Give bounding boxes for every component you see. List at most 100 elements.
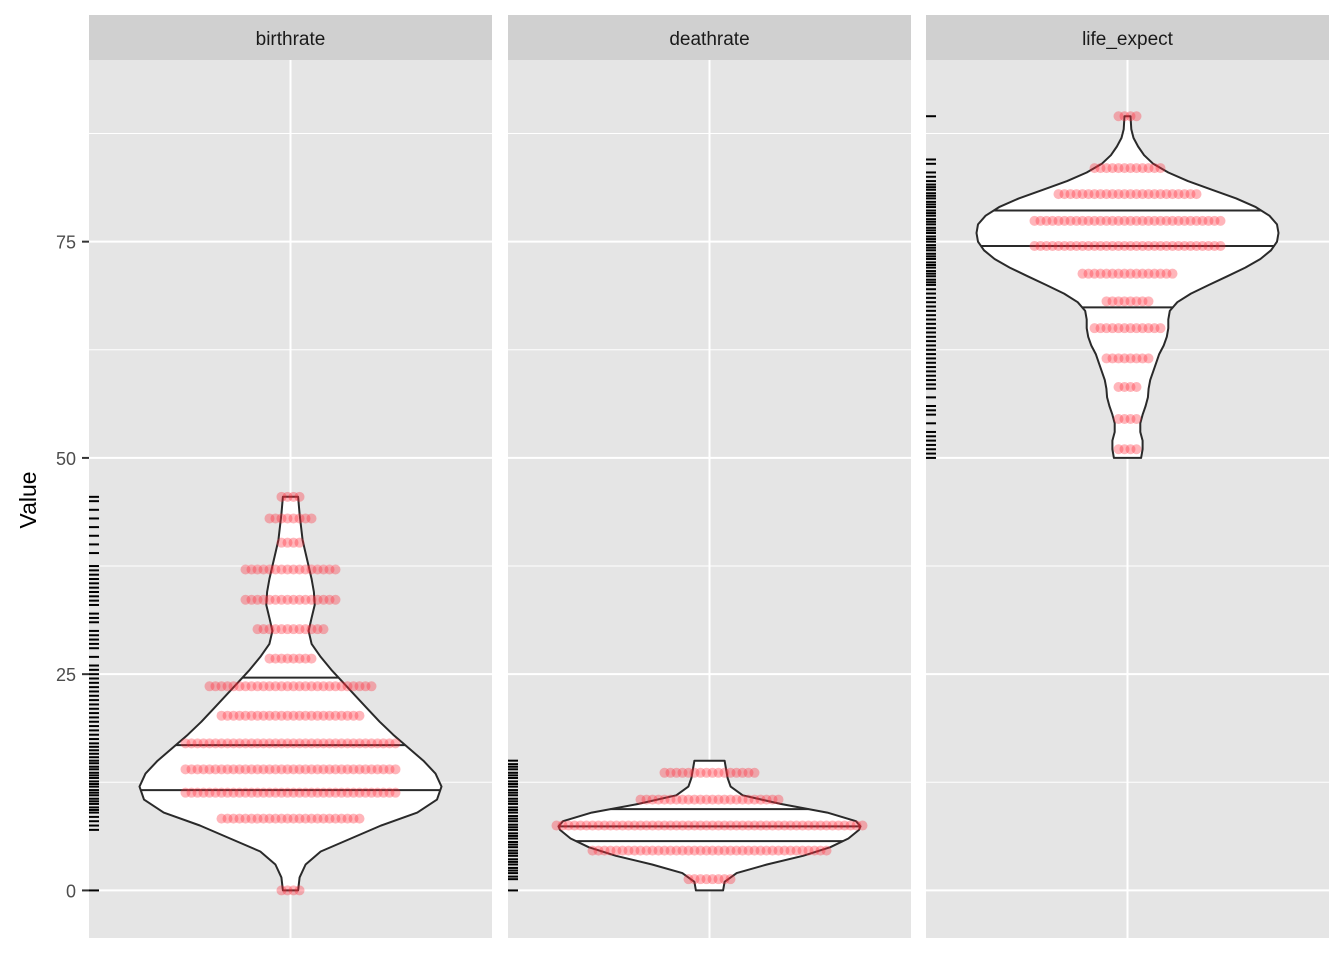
data-point xyxy=(1041,240,1052,251)
data-point xyxy=(1149,163,1160,174)
data-point xyxy=(354,738,365,749)
data-point xyxy=(1107,163,1118,174)
data-point xyxy=(1167,215,1178,226)
data-point xyxy=(1131,111,1142,122)
data-point xyxy=(1113,296,1124,307)
data-point xyxy=(288,513,299,524)
data-point xyxy=(312,813,323,824)
data-point xyxy=(569,820,580,831)
data-point xyxy=(258,738,269,749)
y-axis: 0 25 50 75 xyxy=(56,233,89,901)
data-point xyxy=(665,820,676,831)
data-point xyxy=(390,764,401,775)
data-point xyxy=(629,845,640,856)
data-point xyxy=(300,787,311,798)
data-point xyxy=(288,710,299,721)
data-point xyxy=(725,820,736,831)
data-point xyxy=(300,653,311,664)
data-point xyxy=(378,738,389,749)
data-point xyxy=(234,764,245,775)
data-point xyxy=(701,874,712,885)
data-point xyxy=(222,738,233,749)
data-point xyxy=(755,794,766,805)
data-point xyxy=(1095,163,1106,174)
data-point xyxy=(192,738,203,749)
data-point xyxy=(1101,296,1112,307)
data-point xyxy=(324,787,335,798)
data-point xyxy=(689,767,700,778)
data-point xyxy=(671,845,682,856)
data-point xyxy=(348,710,359,721)
data-point xyxy=(677,794,688,805)
data-point xyxy=(725,874,736,885)
data-point xyxy=(282,813,293,824)
data-point xyxy=(336,710,347,721)
data-point xyxy=(1215,215,1226,226)
data-point xyxy=(707,767,718,778)
data-point xyxy=(300,710,311,721)
data-point xyxy=(324,710,335,721)
data-point xyxy=(354,813,365,824)
data-point xyxy=(731,767,742,778)
data-point xyxy=(270,653,281,664)
data-point xyxy=(282,787,293,798)
data-point xyxy=(1161,240,1172,251)
data-point xyxy=(1089,163,1100,174)
data-point xyxy=(1125,323,1136,334)
data-point xyxy=(719,874,730,885)
data-point xyxy=(222,787,233,798)
data-point xyxy=(234,681,245,692)
data-point xyxy=(809,820,820,831)
data-point xyxy=(1047,215,1058,226)
data-point xyxy=(276,813,287,824)
data-point xyxy=(228,710,239,721)
data-point xyxy=(222,681,233,692)
data-point xyxy=(743,794,754,805)
data-point xyxy=(288,624,299,635)
data-point xyxy=(252,624,263,635)
data-point xyxy=(330,813,341,824)
data-point xyxy=(641,794,652,805)
data-point xyxy=(1179,215,1190,226)
data-point xyxy=(1137,296,1148,307)
facet-panel-life_expect: life_expect xyxy=(926,15,1329,938)
data-point xyxy=(366,738,377,749)
data-point xyxy=(276,513,287,524)
data-point xyxy=(240,594,251,605)
data-point xyxy=(1143,353,1154,364)
data-point xyxy=(342,710,353,721)
data-point xyxy=(785,845,796,856)
data-point xyxy=(288,594,299,605)
data-point xyxy=(1143,215,1154,226)
data-point xyxy=(851,820,862,831)
data-point xyxy=(258,710,269,721)
data-point xyxy=(1059,240,1070,251)
data-point xyxy=(833,820,844,831)
data-point xyxy=(635,820,646,831)
data-point xyxy=(1119,353,1130,364)
data-point xyxy=(348,738,359,749)
data-point xyxy=(1119,240,1130,251)
y-tick-label: 0 xyxy=(66,881,76,901)
data-point xyxy=(749,820,760,831)
data-point xyxy=(228,813,239,824)
data-point xyxy=(288,787,299,798)
data-point xyxy=(240,813,251,824)
data-point xyxy=(330,594,341,605)
data-point xyxy=(294,710,305,721)
data-point xyxy=(282,564,293,575)
data-point xyxy=(246,681,257,692)
data-point xyxy=(683,794,694,805)
data-point xyxy=(1137,215,1148,226)
data-point xyxy=(1125,189,1136,200)
data-point xyxy=(749,794,760,805)
data-point xyxy=(587,845,598,856)
data-point xyxy=(282,537,293,548)
data-point xyxy=(252,681,263,692)
data-point xyxy=(276,491,287,502)
data-point xyxy=(294,594,305,605)
data-point xyxy=(665,767,676,778)
data-point xyxy=(1113,268,1124,279)
facet-strip-label: deathrate xyxy=(669,29,749,50)
data-point xyxy=(1071,189,1082,200)
